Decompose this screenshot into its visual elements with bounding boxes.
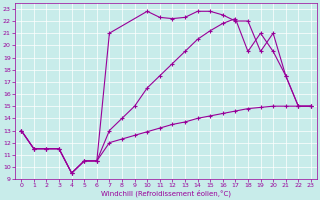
X-axis label: Windchill (Refroidissement éolien,°C): Windchill (Refroidissement éolien,°C) — [101, 190, 231, 197]
